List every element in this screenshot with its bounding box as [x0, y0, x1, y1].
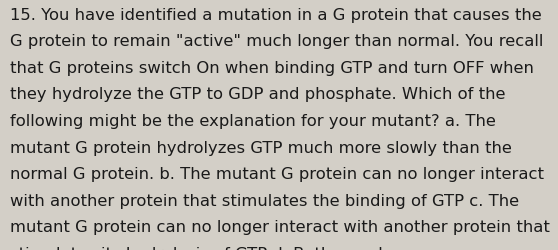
Text: following might be the explanation for your mutant? a. The: following might be the explanation for y… — [10, 114, 496, 128]
Text: stimulates its hydrolysis of GTP d. Both a and c.: stimulates its hydrolysis of GTP d. Both… — [10, 246, 402, 250]
Text: with another protein that stimulates the binding of GTP c. The: with another protein that stimulates the… — [10, 193, 519, 208]
Text: they hydrolyze the GTP to GDP and phosphate. Which of the: they hydrolyze the GTP to GDP and phosph… — [10, 87, 506, 102]
Text: mutant G protein can no longer interact with another protein that: mutant G protein can no longer interact … — [10, 220, 550, 234]
Text: G protein to remain "active" much longer than normal. You recall: G protein to remain "active" much longer… — [10, 34, 543, 49]
Text: that G proteins switch On when binding GTP and turn OFF when: that G proteins switch On when binding G… — [10, 60, 534, 76]
Text: mutant G protein hydrolyzes GTP much more slowly than the: mutant G protein hydrolyzes GTP much mor… — [10, 140, 512, 155]
Text: normal G protein. b. The mutant G protein can no longer interact: normal G protein. b. The mutant G protei… — [10, 166, 544, 182]
Text: 15. You have identified a mutation in a G protein that causes the: 15. You have identified a mutation in a … — [10, 8, 542, 22]
